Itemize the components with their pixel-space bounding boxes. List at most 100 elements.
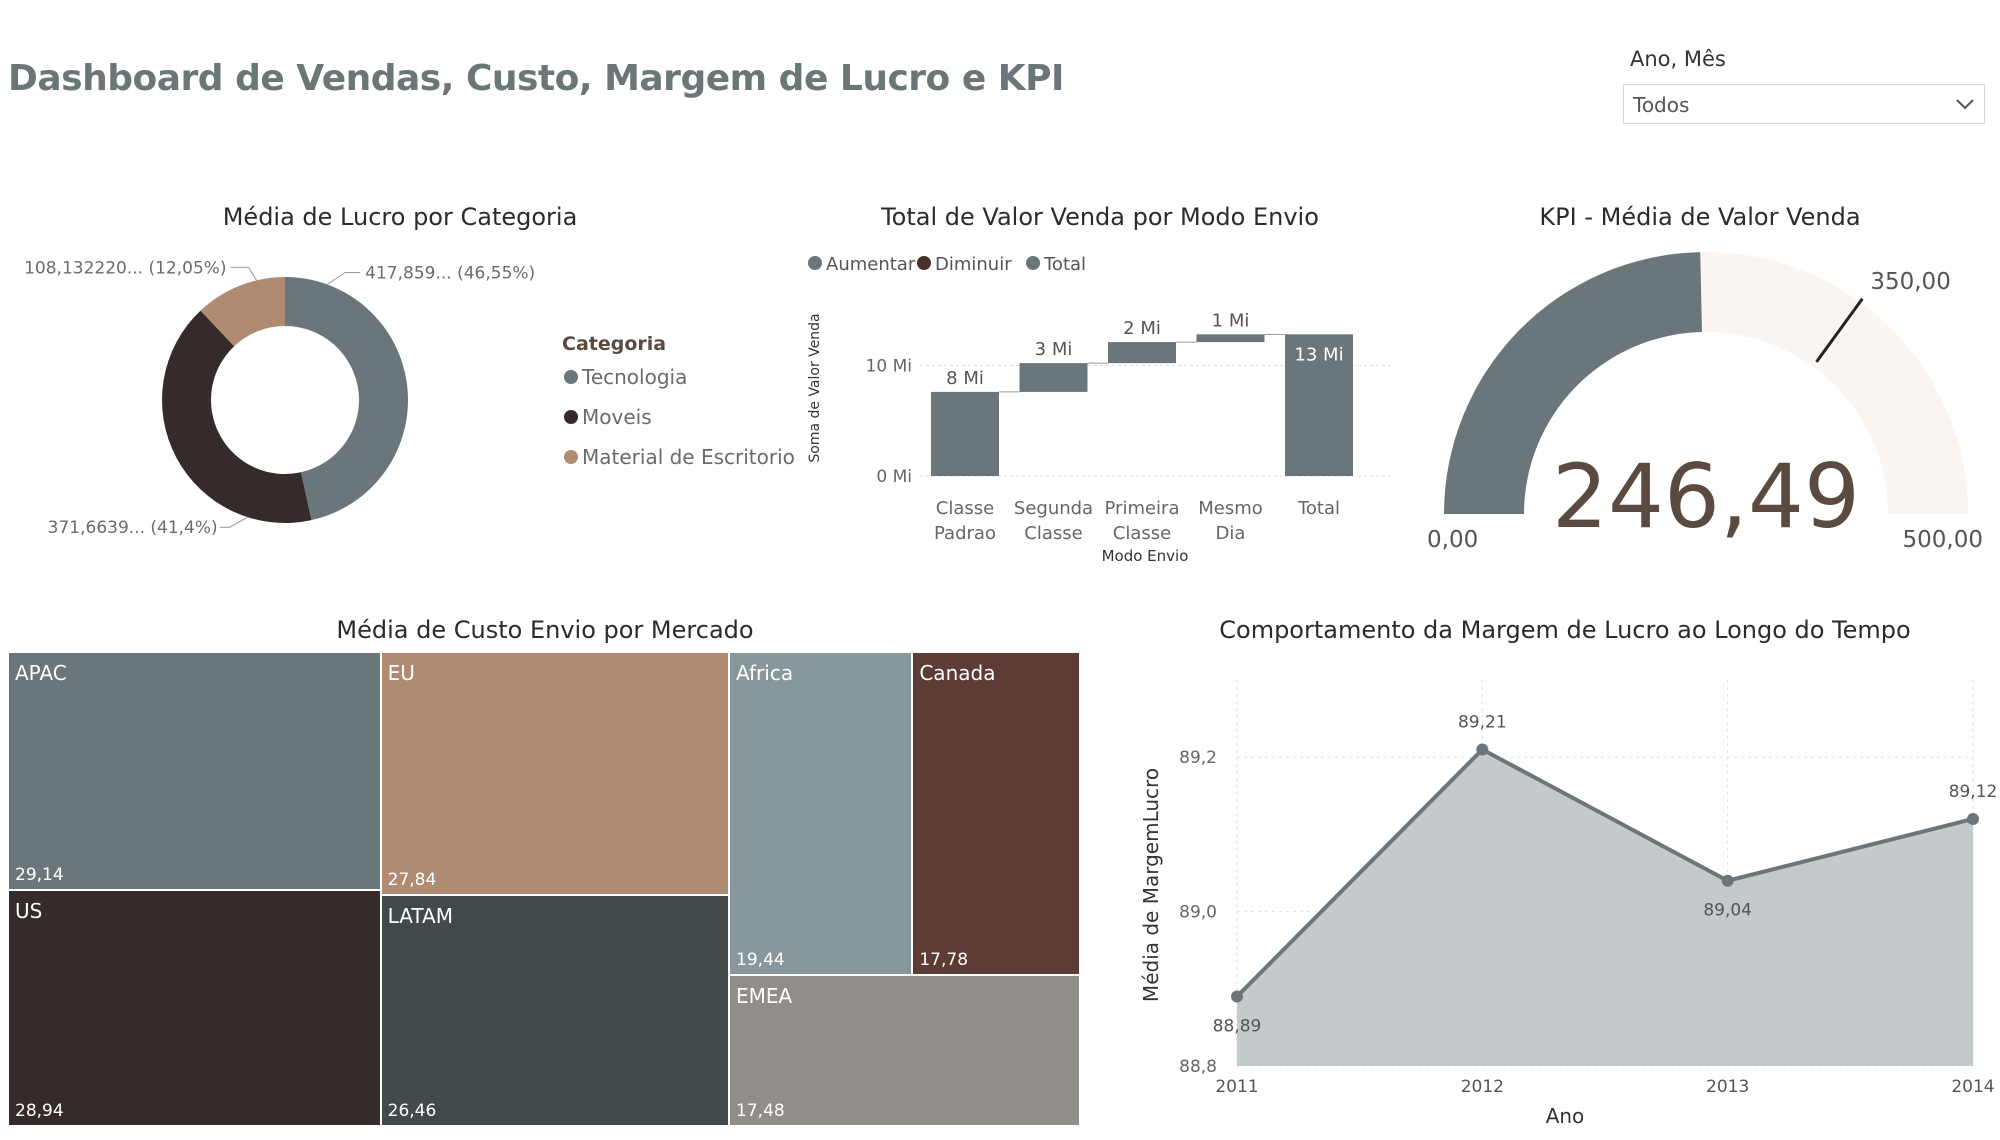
series-line xyxy=(1235,747,1974,998)
gauge-fill xyxy=(1444,252,1702,514)
data-point[interactable] xyxy=(1721,874,1734,887)
treemap-cell-label: LATAM xyxy=(387,904,453,929)
treemap-cell-value: 19,44 xyxy=(736,949,785,970)
legend-item: Moveis xyxy=(582,405,652,429)
x-tick-label: 2011 xyxy=(1215,1077,1258,1097)
treemap-cell-label: Canada xyxy=(919,661,996,685)
y-tick-label: 89,2 xyxy=(1179,748,1217,768)
waterfall-chart: Aumentar Diminuir Total 0 Mi 10 Mi Soma de Va… xyxy=(807,254,1390,565)
x-tick-label: Total xyxy=(1297,498,1340,519)
treemap-cell-label: EU xyxy=(387,661,415,685)
donut-chart: 417,859... (46,55%) 371,6639... (41,4%) 10… xyxy=(24,258,795,538)
slicer-label: Ano, Mês xyxy=(1630,47,1726,71)
area-chart: 88,8 89,0 89,2 88,89 2011 89,21 2012 89,04 2013 8… xyxy=(1139,680,1998,1128)
waterfall-chart-title: Total de Valor Venda por Modo Envio xyxy=(881,203,1319,231)
waterfall-bar[interactable] xyxy=(931,391,999,476)
data-label-tecnologia: 417,859... (46,55%) xyxy=(365,263,535,283)
gauge-target-label: 350,00 xyxy=(1870,269,1950,295)
dropdown-selected-value: Todos xyxy=(1633,93,1690,117)
data-label: 8 Mi xyxy=(946,368,984,389)
treemap-cell-eu[interactable]: EU 27,84 xyxy=(380,652,730,896)
y-tick-label: 89,0 xyxy=(1179,903,1217,923)
waterfall-bar[interactable] xyxy=(1019,363,1088,392)
data-label: 89,21 xyxy=(1458,712,1507,732)
data-label: 2 Mi xyxy=(1123,318,1161,339)
area-fill xyxy=(1237,749,1973,1066)
x-axis-title: Ano xyxy=(1546,1104,1585,1128)
x-tick-label: Mesmo xyxy=(1198,498,1263,519)
gauge-target-marker xyxy=(1815,297,1864,363)
legend-marker xyxy=(564,450,578,464)
year-month-dropdown[interactable]: Todos xyxy=(1623,84,1985,124)
treemap-title: Média de Custo Envio por Mercado xyxy=(336,616,754,644)
y-tick-label: 10 Mi xyxy=(866,356,912,376)
data-label-moveis: 371,6639... (41,4%) xyxy=(48,518,218,538)
data-label: 88,89 xyxy=(1213,1017,1262,1037)
x-tick-label: Classe xyxy=(1113,523,1171,544)
x-tick-label: Segunda xyxy=(1014,498,1093,519)
x-tick-label: 2014 xyxy=(1951,1077,1994,1097)
data-label-material: 108,132220... (12,05%) xyxy=(24,258,226,278)
legend-marker xyxy=(917,256,931,270)
legend-item: Diminuir xyxy=(935,254,1012,275)
legend-item: Material de Escritorio xyxy=(582,445,795,469)
x-tick-label: Padrao xyxy=(934,523,996,544)
leader-line xyxy=(219,516,248,528)
kpi-title: KPI - Média de Valor Venda xyxy=(1539,203,1861,231)
data-label: 89,04 xyxy=(1703,901,1752,921)
data-point[interactable] xyxy=(1231,990,1243,1003)
treemap-cell-apac[interactable]: APAC 29,14 xyxy=(8,652,381,890)
page-title: Dashboard de Vendas, Custo, Margem de Lu… xyxy=(8,58,1064,99)
treemap-cell-label: Africa xyxy=(736,661,794,685)
y-tick-label: 0 Mi xyxy=(876,467,912,487)
data-label: 3 Mi xyxy=(1035,339,1073,360)
donut-slice-material-de-escritorio[interactable] xyxy=(200,277,285,347)
x-tick-label: 2012 xyxy=(1461,1077,1504,1097)
treemap-cell-value: 17,48 xyxy=(736,1100,785,1121)
donut-chart-title: Média de Lucro por Categoria xyxy=(222,203,578,231)
treemap-cell-value: 28,94 xyxy=(15,1100,64,1121)
y-axis-title: Soma de Valor Venda xyxy=(807,313,823,462)
x-tick-label: Primeira xyxy=(1105,498,1180,519)
legend-marker xyxy=(564,370,578,384)
x-tick-label: Dia xyxy=(1216,523,1246,544)
data-point[interactable] xyxy=(1476,743,1489,756)
waterfall-bar[interactable] xyxy=(1285,334,1353,476)
treemap-cell-value: 29,14 xyxy=(15,864,64,885)
area-chart-title: Comportamento da Margem de Lucro ao Long… xyxy=(1219,616,1911,644)
data-label: 1 Mi xyxy=(1212,310,1250,331)
x-tick-label: Classe xyxy=(1024,523,1082,544)
y-axis-title: Média de MargemLucro xyxy=(1139,768,1163,1002)
x-tick-label: Classe xyxy=(936,498,994,519)
chevron-down-icon[interactable] xyxy=(1954,93,1976,119)
leader-line xyxy=(326,271,361,285)
x-tick-label: 2013 xyxy=(1706,1077,1749,1097)
treemap-cell-canada[interactable]: Canada 17,78 xyxy=(912,652,1080,975)
legend-item: Aumentar xyxy=(826,254,916,275)
legend-title: Categoria xyxy=(562,333,666,355)
data-point[interactable] xyxy=(1967,812,1979,825)
treemap-cell-value: 27,84 xyxy=(387,870,437,891)
gauge-value: 246,49 xyxy=(1552,445,1860,548)
gauge-max-label: 500,00 xyxy=(1903,527,1983,553)
donut-slice-moveis[interactable] xyxy=(162,310,312,523)
leader-line xyxy=(230,266,258,281)
treemap-cell-africa[interactable]: Africa 19,44 xyxy=(729,652,913,975)
waterfall-bar[interactable] xyxy=(1108,342,1176,364)
treemap-cell-emea[interactable]: EMEA 17,48 xyxy=(729,974,1080,1126)
treemap-cell-label: APAC xyxy=(15,661,67,685)
treemap-cell-us[interactable]: US 28,94 xyxy=(8,889,381,1126)
donut-slice-tecnologia[interactable] xyxy=(285,277,408,521)
treemap-cell-latam[interactable]: LATAM 26,46 xyxy=(380,895,730,1126)
data-label: 89,12 xyxy=(1949,782,1998,802)
treemap-cell-value: 17,78 xyxy=(919,949,969,970)
treemap-cell-value: 26,46 xyxy=(387,1100,437,1121)
waterfall-bar[interactable] xyxy=(1196,334,1265,343)
legend-marker xyxy=(1026,256,1040,270)
y-tick-label: 88,8 xyxy=(1179,1057,1217,1077)
legend-item: Tecnologia xyxy=(581,365,687,389)
treemap: APAC 29,14 US 28,94 EU 27,84 LATAM 26,46 Africa 1… xyxy=(8,652,1080,1126)
legend-marker xyxy=(808,256,822,270)
treemap-cell-label: US xyxy=(15,898,43,923)
treemap-cell-label: EMEA xyxy=(736,983,793,1008)
